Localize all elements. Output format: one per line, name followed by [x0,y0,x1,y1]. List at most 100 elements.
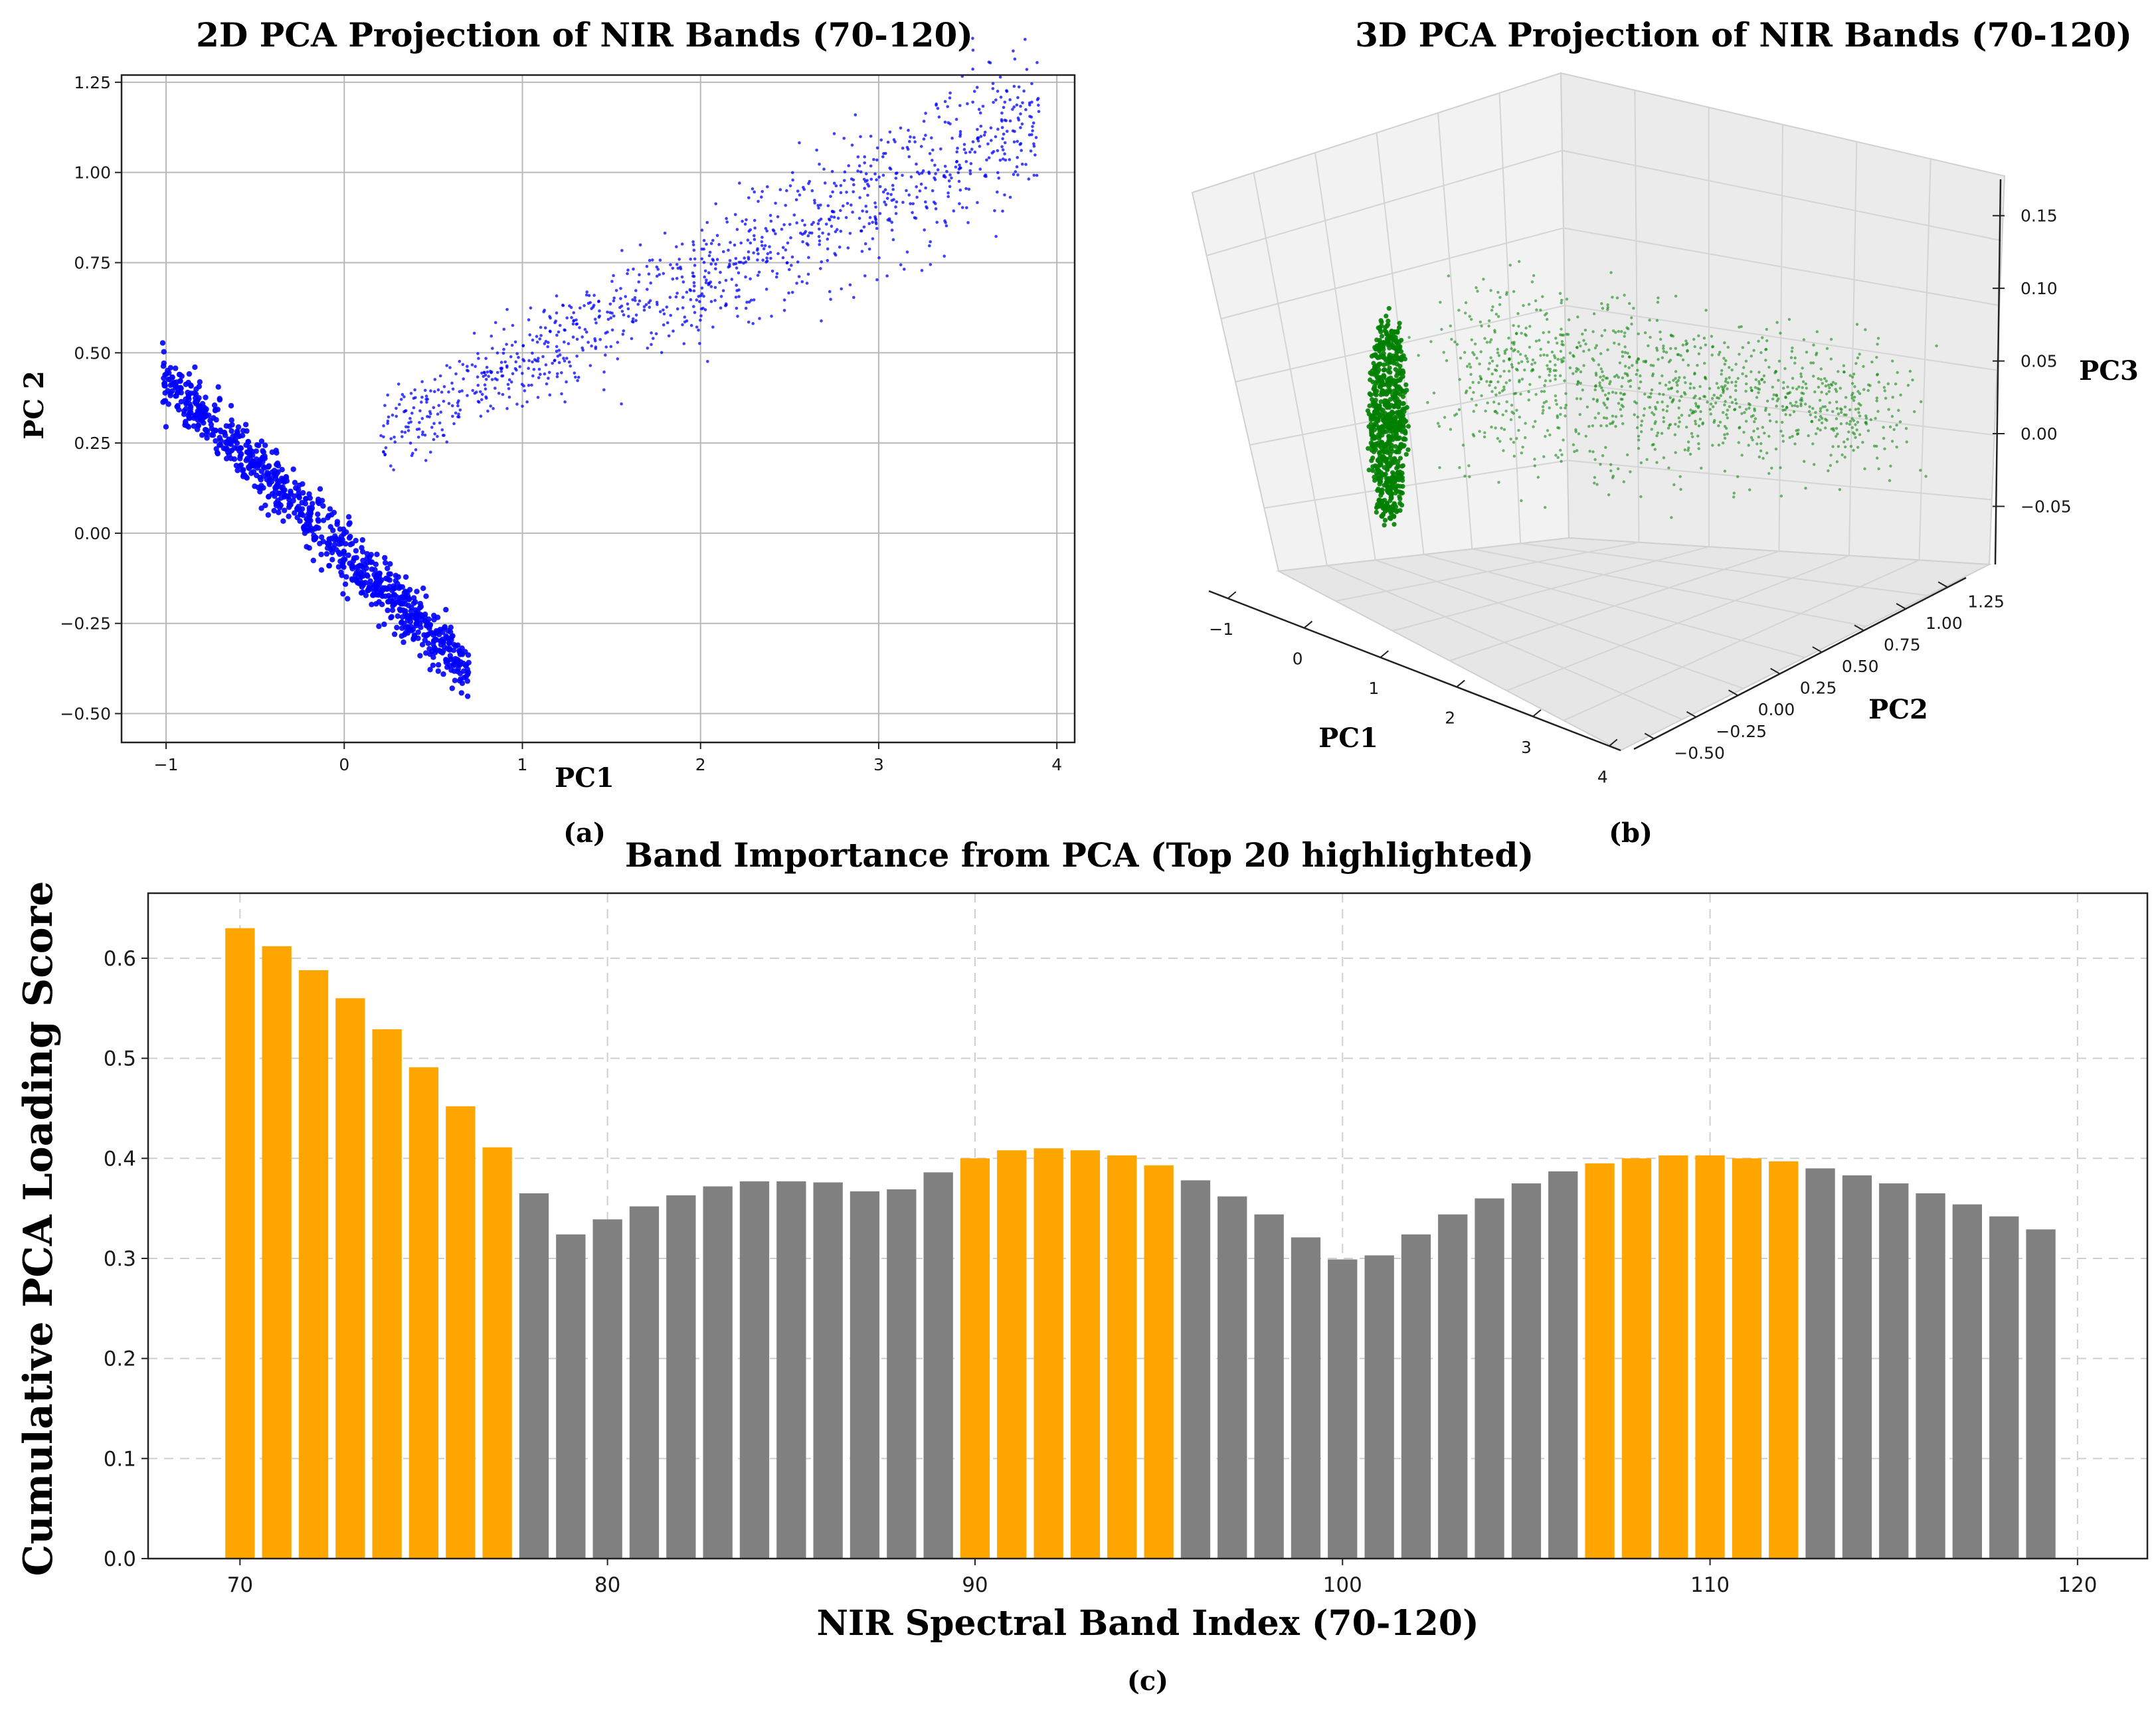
panel-a-point [946,121,950,125]
panel-b-point [1814,432,1818,436]
panel-b-point [1854,436,1857,439]
panel-b-point [1393,335,1398,340]
panel-a-point [920,269,924,272]
panel-a-point [820,260,824,264]
panel-a-point [389,614,395,620]
panel-a-point [334,521,340,527]
panel-a-point [515,352,519,355]
panel-a-point [392,468,395,471]
panel-b-point [1811,406,1815,410]
panel-a-point [859,170,863,174]
panel-a-point [318,551,324,558]
panel-a-point [426,397,429,401]
panel-a-point [1032,144,1036,148]
panel-b-point [1882,436,1886,440]
panel-a-point [377,570,383,576]
panel-a-point [485,396,488,400]
panel-b-point [1394,361,1399,367]
panel-a-point [1015,165,1019,169]
panel-b-point [1672,379,1675,382]
panel-b-point [1875,396,1879,400]
panel-a-point [253,448,259,454]
panel-b-point [1463,474,1467,478]
panel-a-point [943,219,946,222]
panel-b-point [1496,315,1500,318]
panel-b-point [1804,402,1807,406]
panel-b-point [1547,341,1550,344]
panel-b-point [1904,427,1908,430]
panel-b-point [1777,397,1780,400]
panel-b-point [1785,406,1789,409]
panel-b-point [1375,355,1380,361]
panel-b-point [1480,394,1483,398]
panel-a-point [624,295,627,298]
panel-a-point [567,342,571,345]
panel-a-point [199,418,205,424]
panel-b-point [1607,493,1611,497]
panel-a-point [693,311,697,314]
panel-b-point [1603,393,1607,396]
panel-b-point [1719,394,1723,397]
panel-c-ytick-label: 0.4 [104,1147,136,1171]
panel-a-point [934,172,937,175]
panel-b-point [1767,471,1771,475]
panel-a-point [191,413,197,419]
panel-b-point [1752,349,1755,352]
panel-a-point [425,400,428,404]
panel-a-point [444,645,451,651]
panel-a-point [888,166,891,170]
panel-a-point [751,321,755,325]
panel-a-point [761,190,764,193]
panel-a-point [435,662,442,668]
panel-a-point [778,188,782,191]
panel-b-point [1835,434,1838,438]
panel-a-point [744,275,747,279]
panel-b-point [1668,396,1672,400]
panel-b-point [1507,369,1511,373]
panel-a-point [183,420,189,426]
panel-a-point [1016,116,1020,120]
panel-b-point [1477,381,1481,385]
panel-b-point [1471,433,1475,436]
panel-a-point [955,150,958,153]
panel-b-point [1385,338,1390,343]
panel-a-point [514,360,517,364]
panel-b-point [1724,400,1727,403]
panel-a-point [443,659,449,665]
panel-b-point [1747,402,1751,406]
panel-b-point [1541,405,1545,408]
panel-a-point [709,285,713,288]
panel-a-point [274,450,280,456]
panel-a-point [714,267,717,271]
panel-a-point [818,163,821,166]
panel-a-point [879,138,883,142]
panel-b-point [1659,337,1662,341]
panel-a-point [501,392,505,396]
panel-b-point [1643,407,1647,410]
panel-a-point [872,157,875,161]
panel-b-point [1599,375,1602,379]
panel-b-point [1862,388,1866,391]
panel-a-point [747,320,751,324]
panel-b-point [1688,414,1691,417]
panel-b-point [1710,396,1714,400]
panel-a-point [543,326,547,330]
panel-a-point [476,400,480,403]
panel-b-point [1748,406,1751,410]
panel-b-point [1559,412,1562,416]
panel-b-point [1469,386,1472,390]
panel-b-point [1657,358,1660,361]
panel-a-point [906,147,910,151]
panel-a-point [588,301,592,304]
panel-a-point [555,372,559,376]
panel-b-point [1629,379,1633,383]
panel-b-point [1368,422,1374,427]
panel-b-point [1515,408,1518,412]
panel-a-point [304,544,310,550]
panel-b-point [1835,460,1839,464]
panel-a-point [414,588,420,594]
panel-b-point [1820,421,1824,424]
panel-a-point [692,289,696,293]
panel-b-pc2-tick-label: 1.00 [1926,614,1963,633]
panel-a-point [874,205,877,209]
